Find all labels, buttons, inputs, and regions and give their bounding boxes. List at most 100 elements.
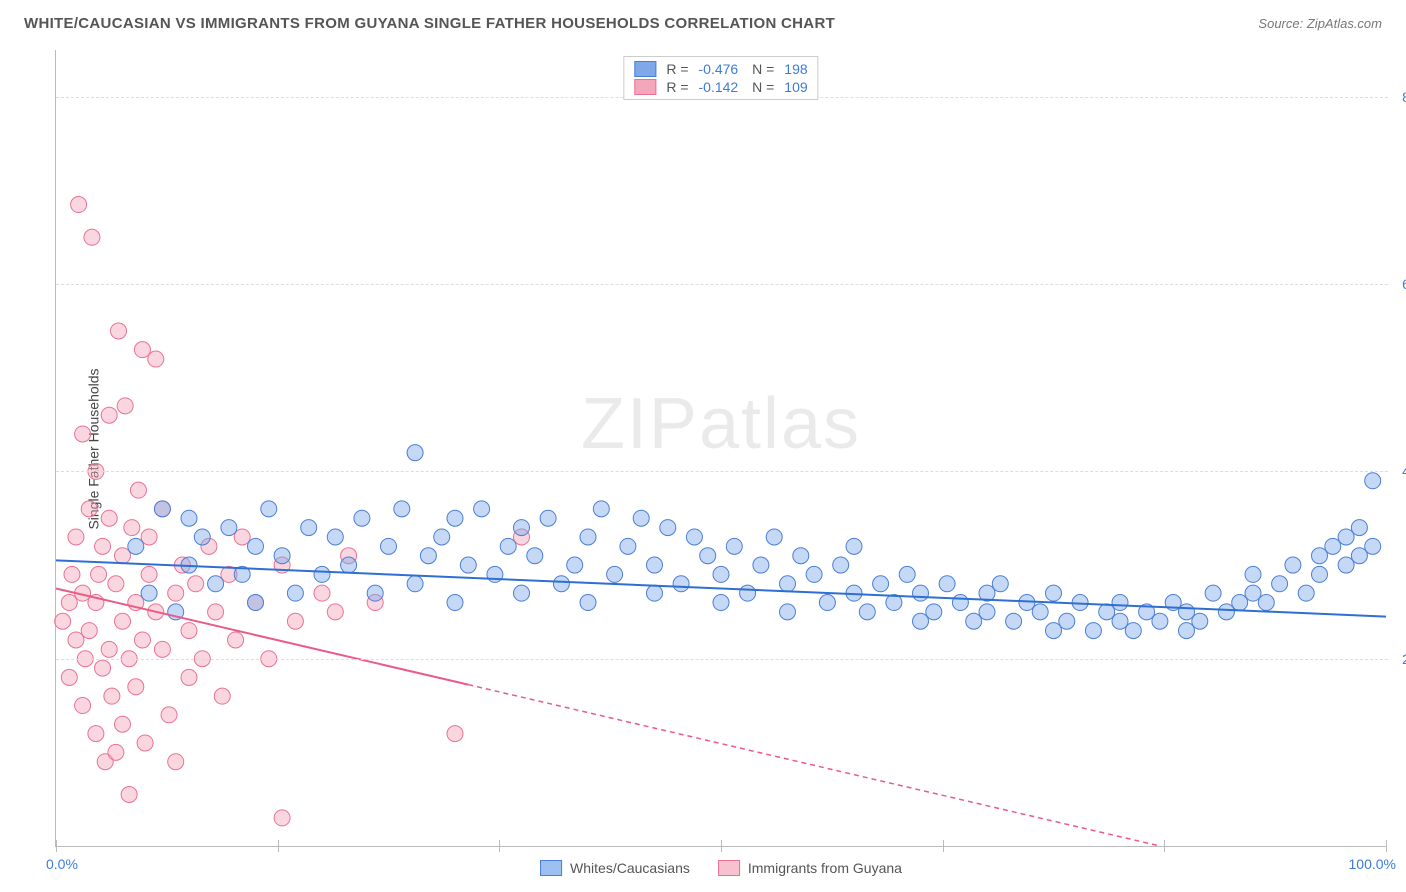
header-row: WHITE/CAUCASIAN VS IMMIGRANTS FROM GUYAN…: [24, 15, 1382, 32]
data-point: [846, 538, 862, 554]
source: Source: ZipAtlas.com: [1258, 16, 1382, 31]
data-point: [75, 698, 91, 714]
data-point: [580, 595, 596, 611]
data-point: [1006, 613, 1022, 629]
data-point: [75, 426, 91, 442]
legend-swatch-blue: [540, 860, 562, 876]
legend-item-label-1: Immigrants from Guyana: [748, 860, 902, 876]
data-point: [1338, 557, 1354, 573]
data-point: [115, 716, 131, 732]
data-point: [1099, 604, 1115, 620]
gridline: [56, 659, 1388, 660]
data-point: [148, 351, 164, 367]
data-point: [208, 576, 224, 592]
data-point: [1179, 604, 1195, 620]
y-tick-label: 4.0%: [1402, 463, 1406, 479]
data-point: [939, 576, 955, 592]
legend-stats-row-0: R = -0.476 N = 198: [634, 61, 807, 77]
data-point: [208, 604, 224, 620]
x-tick: [278, 840, 279, 852]
data-point: [221, 520, 237, 536]
data-point: [913, 613, 929, 629]
legend-n-label: N =: [748, 61, 774, 77]
data-point: [753, 557, 769, 573]
y-tick-label: 8.0%: [1402, 89, 1406, 105]
data-point: [68, 529, 84, 545]
data-point: [1032, 604, 1048, 620]
plot: ZIPatlas R = -0.476 N = 198 R = -0.142 N…: [55, 50, 1386, 847]
data-point: [500, 538, 516, 554]
gridline: [56, 471, 1388, 472]
data-point: [660, 520, 676, 536]
data-point: [1112, 613, 1128, 629]
data-point: [926, 604, 942, 620]
data-point: [188, 576, 204, 592]
legend-swatch-pink: [718, 860, 740, 876]
data-point: [381, 538, 397, 554]
data-point: [168, 585, 184, 601]
data-point: [1046, 585, 1062, 601]
data-point: [1258, 595, 1274, 611]
legend-n-value-0: 198: [784, 61, 807, 77]
data-point: [1245, 585, 1261, 601]
data-point: [115, 548, 131, 564]
data-point: [1325, 538, 1341, 554]
data-point: [108, 744, 124, 760]
data-point: [301, 520, 317, 536]
data-point: [553, 576, 569, 592]
data-point: [713, 566, 729, 582]
data-point: [1205, 585, 1221, 601]
data-point: [101, 641, 117, 657]
data-point: [124, 520, 140, 536]
data-point: [1232, 595, 1248, 611]
data-point: [793, 548, 809, 564]
chart-svg: [56, 50, 1386, 846]
data-point: [248, 595, 264, 611]
data-point: [952, 595, 968, 611]
data-point: [154, 501, 170, 517]
y-tick-label: 6.0%: [1402, 276, 1406, 292]
data-point: [740, 585, 756, 601]
data-point: [633, 510, 649, 526]
data-point: [1046, 623, 1062, 639]
data-point: [101, 510, 117, 526]
legend-r-value-0: -0.476: [699, 61, 739, 77]
data-point: [104, 688, 120, 704]
chart-title: WHITE/CAUCASIAN VS IMMIGRANTS FROM GUYAN…: [24, 15, 835, 32]
data-point: [394, 501, 410, 517]
data-point: [407, 576, 423, 592]
data-point: [474, 501, 490, 517]
data-point: [620, 538, 636, 554]
data-point: [1365, 473, 1381, 489]
legend-n-value-1: 109: [784, 79, 807, 95]
data-point: [327, 529, 343, 545]
data-point: [1338, 529, 1354, 545]
data-point: [873, 576, 889, 592]
data-point: [261, 501, 277, 517]
data-point: [327, 604, 343, 620]
data-point: [141, 529, 157, 545]
data-point: [1298, 585, 1314, 601]
data-point: [181, 623, 197, 639]
data-point: [1312, 566, 1328, 582]
data-point: [367, 585, 383, 601]
data-point: [55, 613, 71, 629]
source-label: Source:: [1258, 16, 1303, 31]
legend-stats-row-1: R = -0.142 N = 109: [634, 79, 807, 95]
data-point: [647, 557, 663, 573]
data-point: [447, 595, 463, 611]
plot-area: Single Father Households ZIPatlas R = -0…: [55, 50, 1386, 847]
data-point: [580, 529, 596, 545]
data-point: [121, 786, 137, 802]
data-point: [567, 557, 583, 573]
data-point: [686, 529, 702, 545]
data-point: [287, 613, 303, 629]
data-point: [134, 342, 150, 358]
data-point: [128, 679, 144, 695]
data-point: [134, 632, 150, 648]
data-point: [61, 669, 77, 685]
data-point: [607, 566, 623, 582]
data-point: [460, 557, 476, 573]
data-point: [1112, 595, 1128, 611]
legend-item-0: Whites/Caucasians: [540, 860, 690, 876]
